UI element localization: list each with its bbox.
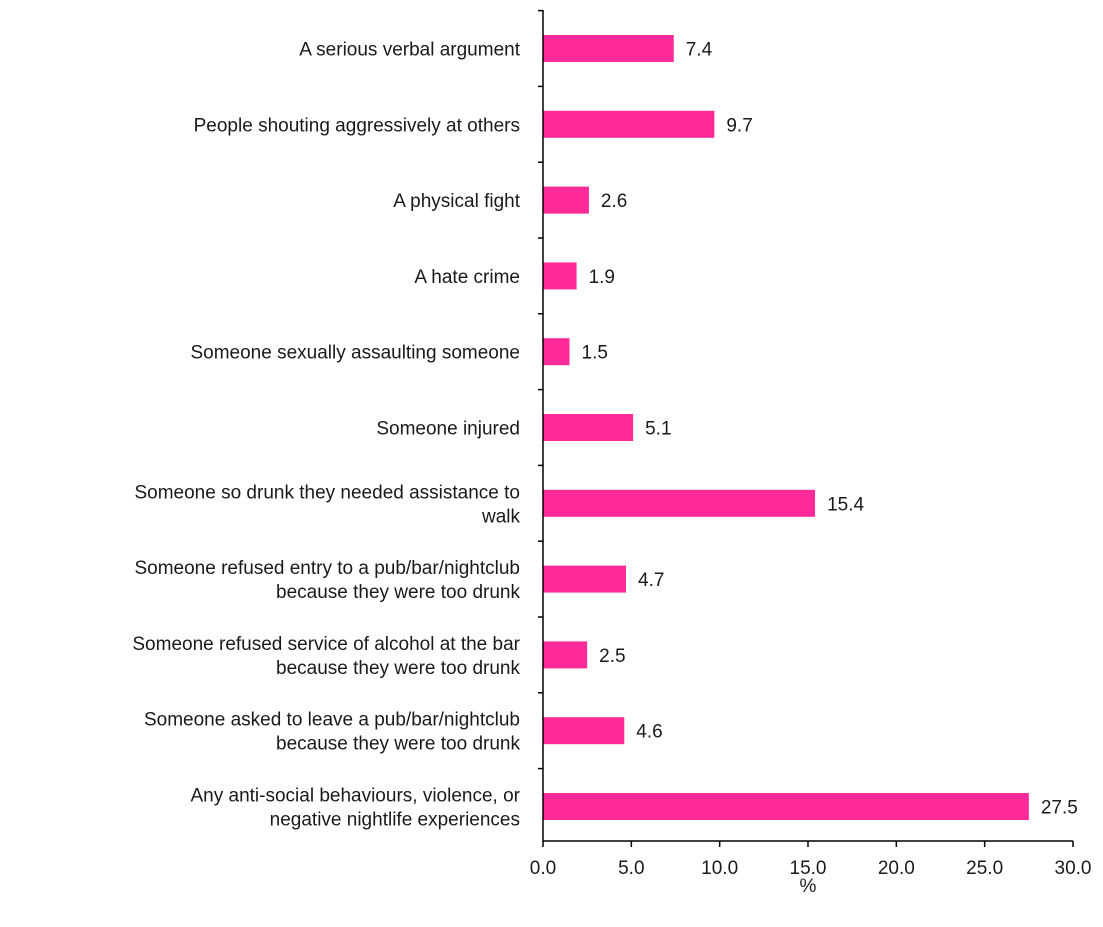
category-label: Someone refused service of alcohol at th… (132, 634, 520, 679)
bar (543, 490, 815, 517)
value-label: 4.6 (636, 722, 662, 743)
bar (543, 793, 1029, 820)
category-label: A physical fight (393, 191, 520, 212)
value-label: 1.9 (589, 267, 615, 288)
category-label: Someone refused entry to a pub/bar/night… (134, 558, 520, 603)
bar (543, 262, 577, 289)
category-label: A serious verbal argument (299, 40, 520, 61)
x-axis-ticks-group: 0.0 5.0 10.0 15.0 20.0 25.0 30.0 (530, 11, 1092, 879)
bars-group (543, 35, 1029, 820)
bar (543, 641, 587, 668)
bar (543, 35, 674, 62)
bar (543, 187, 589, 214)
category-label: Someone asked to leave a pub/bar/nightcl… (144, 710, 521, 755)
value-label: 7.4 (686, 40, 713, 61)
value-label: 2.5 (599, 646, 625, 667)
bar (543, 717, 624, 744)
x-tick-label: 10.0 (701, 858, 738, 879)
value-labels-group: 7.4 9.7 2.6 1.9 1.5 5.1 15.4 4.7 2.5 4.6 27.5 (582, 40, 1078, 819)
x-tick-label: 20.0 (878, 858, 915, 879)
category-labels-group: A serious verbal argument People shouting… (132, 40, 520, 831)
x-tick-label: 5.0 (618, 858, 644, 879)
x-tick-label: 25.0 (966, 858, 1003, 879)
category-label: Any anti-social behaviours, violence, or… (190, 786, 520, 831)
x-tick-label: 0.0 (530, 858, 556, 879)
x-axis-title: % (800, 876, 817, 897)
value-label: 2.6 (601, 191, 627, 212)
category-label: Someone injured (376, 419, 520, 440)
bar (543, 414, 633, 441)
category-label: People shouting aggressively at others (194, 115, 520, 136)
bar (543, 338, 570, 365)
category-label: Someone so drunk they needed assistance … (134, 482, 520, 527)
value-label: 9.7 (726, 115, 752, 136)
value-label: 4.7 (638, 570, 664, 591)
category-label: Someone sexually assaulting someone (190, 343, 520, 364)
x-tick-label: 30.0 (1055, 858, 1092, 879)
value-label: 5.1 (645, 419, 671, 440)
value-label: 1.5 (582, 343, 608, 364)
value-label: 27.5 (1041, 798, 1078, 819)
bar (543, 566, 626, 593)
category-label: A hate crime (414, 267, 520, 288)
bar (543, 111, 714, 138)
value-label: 15.4 (827, 494, 864, 515)
